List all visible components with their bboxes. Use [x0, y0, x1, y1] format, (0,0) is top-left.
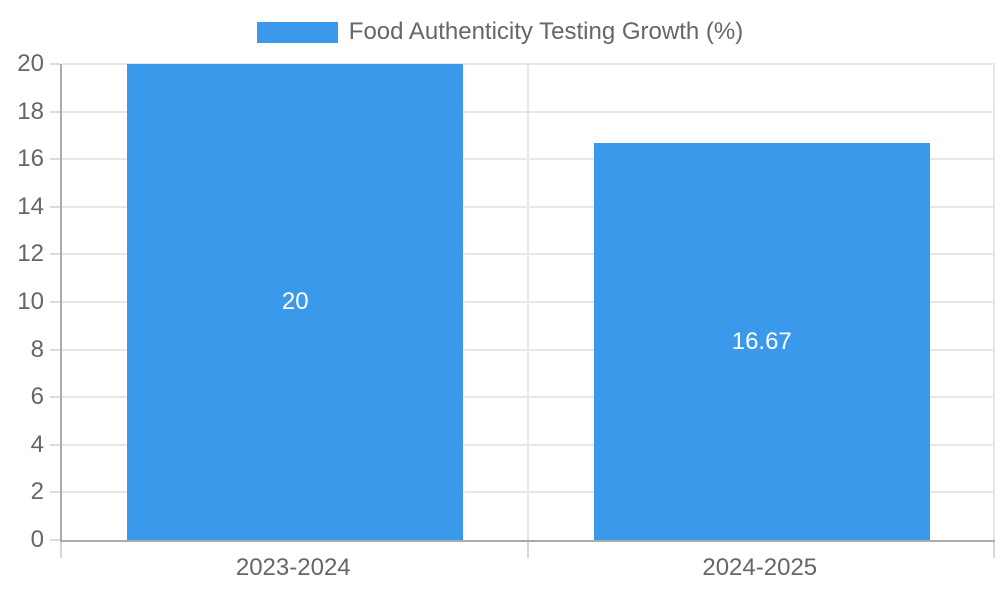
- y-gridline: [62, 348, 995, 351]
- y-gridline: [62, 205, 995, 208]
- y-tick: [50, 396, 60, 399]
- y-gridline: [62, 253, 995, 256]
- plot-area: 0 2 4 6 8 10 12 14 16 18 20 20 16.67: [17, 50, 995, 558]
- x-tick: [60, 542, 62, 558]
- y-tick-label: 16: [17, 145, 44, 173]
- y-gridline: [62, 491, 995, 494]
- y-tick: [50, 158, 60, 161]
- x-tick: [993, 542, 995, 558]
- y-gridline: [62, 396, 995, 399]
- y-gridline: [62, 158, 995, 161]
- y-tick: [50, 205, 60, 208]
- legend-swatch-icon: [256, 21, 338, 43]
- y-tick: [50, 443, 60, 446]
- x-category-label: 2024-2025: [702, 554, 818, 581]
- y-gridline: [62, 443, 995, 446]
- y-gridline: [62, 63, 995, 65]
- y-tick: [50, 491, 60, 494]
- y-gridline: [62, 301, 995, 303]
- y-tick-label: 14: [17, 192, 44, 220]
- y-tick: [50, 63, 60, 65]
- x-tick: [526, 542, 529, 558]
- x-gridline: [993, 64, 995, 540]
- x-gridline: [526, 64, 529, 540]
- y-tick: [50, 301, 60, 303]
- y-tick: [50, 253, 60, 256]
- y-gridline: [62, 110, 995, 113]
- bar-value-label: 20: [281, 288, 309, 315]
- y-tick-label: 18: [17, 97, 44, 125]
- legend-label: Food Authenticity Testing Growth (%): [348, 18, 744, 45]
- bar-2024-2025: [593, 143, 930, 540]
- y-tick: [50, 539, 60, 541]
- y-tick-label: 2: [30, 478, 44, 506]
- y-tick: [50, 348, 60, 351]
- y-tick-label: 0: [30, 526, 44, 553]
- y-tick-label: 4: [30, 430, 44, 458]
- chart-legend[interactable]: Food Authenticity Testing Growth (%): [0, 18, 1000, 46]
- y-tick-label: 8: [30, 335, 44, 363]
- bar-2023-2024: [127, 64, 464, 540]
- bar-value-label: 16.67: [731, 327, 792, 355]
- y-tick-label: 10: [17, 288, 44, 315]
- y-tick-label: 6: [30, 383, 44, 411]
- y-tick-label: 12: [17, 240, 44, 268]
- y-tick-label: 20: [17, 50, 44, 77]
- x-axis-labels: 2023-2024 2024-2025: [60, 540, 993, 600]
- y-tick: [50, 110, 60, 113]
- x-category-label: 2023-2024: [235, 554, 351, 581]
